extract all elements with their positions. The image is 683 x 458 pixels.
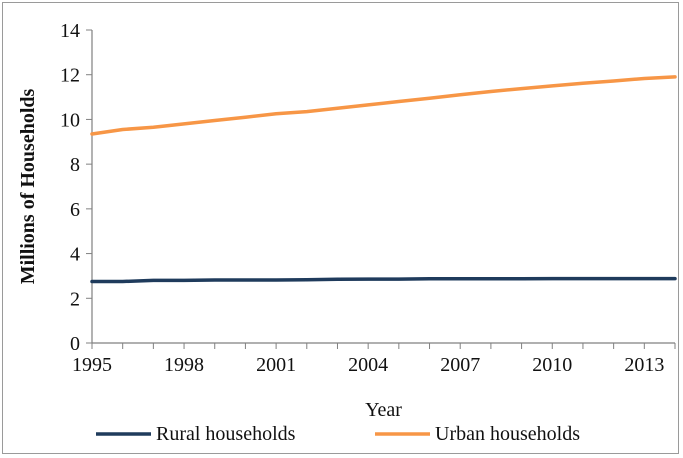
y-tick-label: 10	[60, 109, 80, 131]
x-axis-title: Year	[365, 399, 402, 421]
y-tick-label: 4	[70, 244, 80, 266]
legend: Rural households Urban households	[96, 423, 580, 445]
series-line-rural	[90, 276, 677, 284]
legend-label: Rural households	[156, 423, 296, 445]
y-tick-label: 6	[70, 199, 80, 221]
x-tick-label: 2007	[440, 354, 480, 376]
y-tick-label: 12	[60, 65, 80, 87]
x-axis-ticks: 1995 1998 2001 2004 2007 2010 2013	[72, 343, 676, 376]
y-tick-label: 14	[60, 20, 80, 42]
y-tick-label: 2	[70, 288, 80, 310]
y-tick-label: 0	[70, 333, 80, 355]
y-axis-title: Millions of Households	[17, 88, 39, 284]
y-axis-ticks: 0 2 4 6 8 10 12 14	[60, 20, 92, 355]
series-lines	[90, 75, 677, 284]
x-tick-label: 2001	[256, 354, 296, 376]
chart-frame	[2, 2, 679, 454]
series-line-urban	[90, 75, 677, 136]
y-tick-label: 8	[70, 154, 80, 176]
x-tick-label: 1995	[72, 354, 112, 376]
legend-label: Urban households	[435, 423, 580, 445]
x-tick-label: 1998	[164, 354, 204, 376]
x-tick-label: 2013	[624, 354, 664, 376]
x-tick-label: 2010	[532, 354, 572, 376]
x-tick-label: 2004	[348, 354, 388, 376]
axes	[91, 30, 675, 344]
